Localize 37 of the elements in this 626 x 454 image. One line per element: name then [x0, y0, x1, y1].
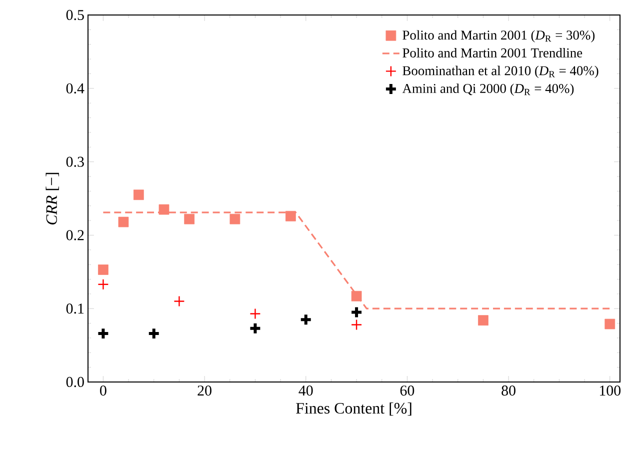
point: [248, 322, 262, 335]
legend-label: Polito and Martin 2001 (D$_{R}$ = 30%): [402, 30, 595, 42]
y-axis-title: CRR [−]: [46, 172, 59, 224]
x-tick-label: 40: [298, 386, 313, 396]
x-tick-label: 100: [600, 386, 621, 396]
point: [118, 216, 129, 228]
x-axis-title: Fines Content [%]: [296, 402, 412, 416]
x-tick-label: 0: [100, 386, 106, 396]
point: [133, 190, 144, 200]
point: [158, 204, 170, 215]
point: [285, 210, 296, 222]
point: [230, 214, 240, 224]
point: [184, 214, 195, 224]
point: [604, 318, 616, 330]
point: [147, 327, 160, 340]
point: [174, 296, 185, 307]
point: [250, 308, 261, 320]
point: [351, 290, 362, 302]
x-tick-label: 80: [502, 386, 516, 396]
legend-label: Polito and Martin 2001 Trendline: [402, 48, 582, 58]
point: [478, 315, 488, 326]
x-tick-label: 60: [400, 386, 414, 396]
y-tick-label: 0.0: [66, 376, 84, 388]
point: [96, 327, 110, 340]
point: [350, 319, 362, 330]
point: [98, 278, 109, 290]
legend-label: Boominathan et al 2010 (D$_{R}$ = 40%): [402, 66, 598, 78]
y-tick-label: 0.5: [66, 10, 84, 20]
y-tick-label: 0.4: [66, 83, 84, 94]
y-tick-label: 0.2: [66, 230, 84, 240]
point: [98, 264, 108, 275]
y-tick-label: 0.3: [66, 156, 84, 167]
x-tick-label: 20: [198, 386, 212, 396]
y-tick-label: 0.1: [66, 304, 84, 314]
legend-label: Amini and Qi 2000 (D$_{R}$ = 40%): [402, 84, 574, 96]
point: [350, 306, 364, 319]
point: [299, 313, 312, 326]
